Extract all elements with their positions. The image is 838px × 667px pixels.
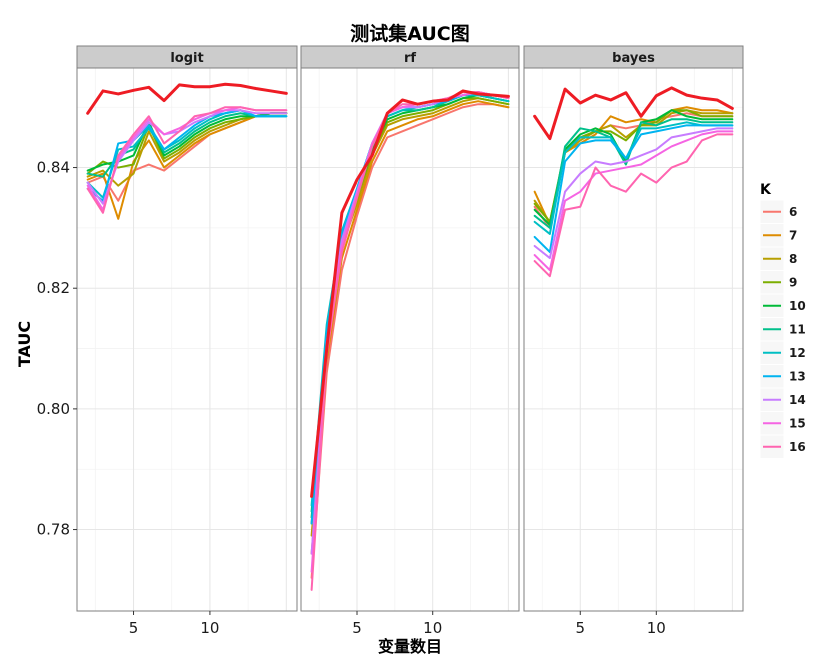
y-axis-title: TAUC [15, 321, 34, 367]
legend-label-6: 6 [789, 205, 797, 219]
series-line-rf-highlight [310, 89, 510, 498]
legend-label-9: 9 [789, 275, 797, 289]
legend-title: K [760, 182, 772, 198]
series-line-bayes-highlight [533, 86, 734, 141]
legend-label-13: 13 [789, 369, 806, 383]
series-line-logit-14 [86, 109, 288, 205]
series-line-rf-7 [310, 100, 510, 555]
legend: 6 7 8 9 10 11 12 13 14 15 16 [759, 199, 806, 459]
facet-label-bayes: bayes [612, 51, 655, 66]
x-tick-label: 10 [647, 619, 666, 637]
facet-strip-logit [76, 45, 298, 69]
series-line-rf-6 [310, 103, 510, 579]
facet-strip-rf [300, 45, 520, 69]
y-tick-label: 0.84 [37, 159, 70, 177]
x-tick-label: 10 [423, 619, 442, 637]
x-tick-label: 5 [575, 619, 585, 637]
series-line-bayes-16 [533, 133, 734, 278]
y-tick-label: 0.78 [37, 521, 70, 539]
y-tick-label: 0.80 [37, 400, 70, 418]
series-line-bayes-14 [533, 127, 734, 260]
legend-label-11: 11 [789, 322, 806, 336]
legend-label-8: 8 [789, 252, 797, 266]
x-tick-label: 5 [352, 619, 362, 637]
x-tick-label: 5 [129, 619, 139, 637]
legend-label-7: 7 [789, 228, 797, 242]
series-line-logit-16 [86, 106, 288, 214]
series-line-bayes-15 [533, 130, 734, 272]
legend-label-14: 14 [789, 393, 806, 407]
chart-title: 测试集AUC图 [350, 22, 470, 45]
y-tick-label: 0.82 [37, 279, 70, 297]
x-axis-title: 变量数目 [378, 637, 442, 656]
series-line-bayes-13 [533, 124, 734, 254]
legend-label-10: 10 [789, 299, 806, 313]
facet-label-logit: logit [170, 51, 203, 66]
facet-label-rf: rf [404, 51, 416, 66]
x-tick-label: 10 [200, 619, 219, 637]
legend-label-16: 16 [789, 440, 806, 454]
legend-label-15: 15 [789, 416, 806, 430]
legend-label-12: 12 [789, 346, 806, 360]
facet-strip-bayes [523, 45, 744, 69]
series-line-logit-highlight [86, 82, 288, 115]
series-line-logit-13 [86, 109, 288, 202]
panel-background-rf [301, 68, 519, 611]
